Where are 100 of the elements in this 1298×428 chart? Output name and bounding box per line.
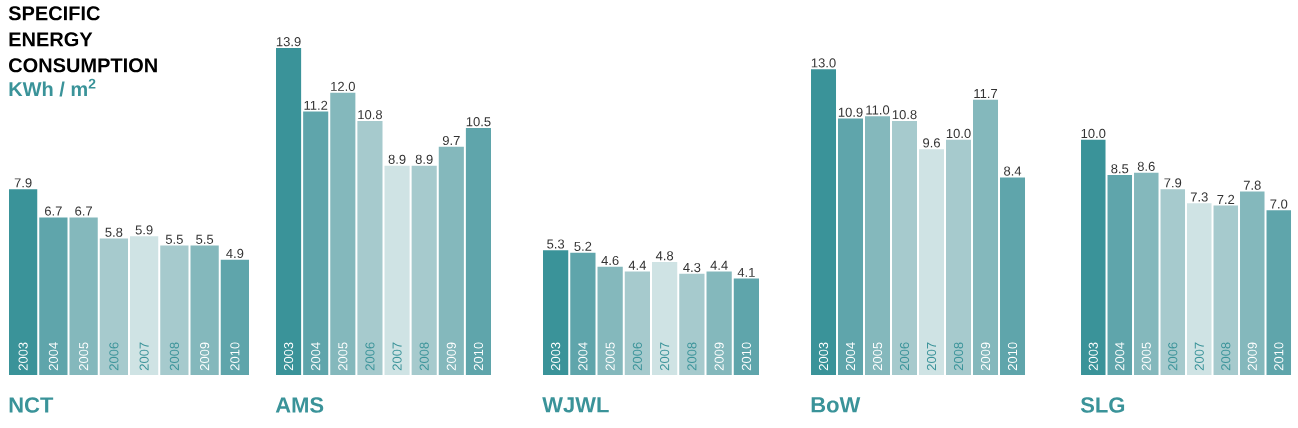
data-label: 7.3: [1190, 192, 1208, 202]
data-label: 4.8: [655, 251, 674, 261]
x-axis-title: WJWL: [542, 397, 609, 413]
x-axis-title: AMS: [275, 397, 324, 413]
x-tick-label: 2010: [230, 342, 240, 371]
bar: [357, 120, 383, 375]
data-label: 13.0: [811, 58, 836, 68]
x-tick-label: 2005: [872, 342, 883, 371]
bar: [276, 48, 302, 375]
x-tick-label: 2004: [845, 342, 856, 371]
x-tick-label: 2009: [1247, 342, 1257, 371]
bar: [624, 271, 650, 375]
data-label: 5.2: [574, 241, 592, 251]
x-tick-label: 2003: [18, 342, 28, 371]
x-tick-label: 2003: [818, 342, 829, 371]
x-tick-label: 2003: [551, 342, 561, 371]
bar: [303, 111, 329, 375]
bar: [384, 165, 410, 375]
x-tick-label: 2008: [1221, 342, 1231, 371]
chart-title: SPECIFIC ENERGY CONSUMPTION: [8, 6, 157, 73]
bar: [465, 127, 491, 375]
data-label: 4.4: [628, 260, 647, 270]
x-tick-label: 2007: [660, 342, 670, 371]
data-label: 10.0: [1081, 128, 1106, 139]
data-label: 5.3: [547, 239, 565, 249]
bar: [99, 238, 128, 375]
x-tick-label: 2009: [714, 342, 724, 371]
bar: [973, 99, 999, 375]
x-tick-label: 2006: [1168, 342, 1178, 371]
data-label: 8.9: [388, 154, 406, 164]
x-tick-label: 2005: [79, 342, 89, 371]
bar: [570, 252, 596, 375]
x-tick-label: 2008: [953, 342, 964, 371]
data-label: 9.6: [923, 138, 940, 148]
x-tick-label: 2003: [1088, 342, 1098, 371]
x-tick-label: 2004: [311, 342, 321, 371]
x-tick-label: 2004: [48, 342, 58, 371]
bar: [1134, 172, 1159, 375]
x-tick-label: 2006: [632, 342, 642, 371]
bar: [892, 120, 918, 375]
data-label: 8.4: [1004, 166, 1022, 176]
bar: [865, 116, 891, 375]
data-label: 8.6: [1137, 161, 1155, 171]
bar: [652, 262, 678, 375]
data-label: 13.9: [276, 37, 301, 47]
bar: [1213, 205, 1239, 375]
data-label: 6.7: [44, 206, 62, 216]
data-label: 6.7: [75, 206, 93, 216]
data-label: 12.0: [331, 81, 355, 91]
data-label: 5.9: [135, 225, 153, 235]
x-tick-label: 2007: [1194, 342, 1204, 371]
data-label: 10.9: [838, 107, 863, 117]
x-tick-label: 2010: [1274, 342, 1284, 371]
x-tick-label: 2004: [1115, 342, 1125, 371]
data-label: 4.9: [226, 248, 244, 259]
bar: [1160, 189, 1186, 375]
x-axis-title: SLG: [1080, 397, 1125, 413]
bar: [811, 69, 837, 375]
data-label: 10.8: [892, 110, 917, 120]
data-label: 7.9: [1164, 178, 1182, 188]
data-label: 10.8: [358, 110, 383, 120]
bar: [220, 259, 249, 375]
data-label: 5.5: [196, 234, 214, 244]
bar: [1187, 203, 1212, 375]
data-label: 5.8: [105, 227, 123, 237]
x-tick-label: 2010: [741, 342, 751, 371]
x-tick-label: 2007: [926, 342, 937, 371]
data-label: 8.9: [415, 154, 433, 164]
data-label: 7.2: [1217, 194, 1235, 204]
bar: [946, 139, 972, 375]
bar: [1240, 191, 1265, 375]
data-label: 7.8: [1243, 180, 1261, 190]
x-tick-label: 2007: [392, 342, 402, 371]
data-label: 7.9: [14, 178, 32, 188]
x-tick-label: 2005: [338, 342, 348, 371]
x-tick-label: 2010: [1007, 342, 1018, 371]
x-axis-title: NCT: [9, 397, 54, 413]
x-tick-label: 2010: [473, 342, 484, 371]
bar: [160, 245, 189, 375]
bar: [330, 92, 356, 375]
x-tick-label: 2009: [200, 342, 210, 371]
bar: [438, 146, 464, 375]
data-label: 4.3: [683, 262, 701, 273]
x-tick-label: 2008: [687, 342, 697, 371]
data-label: 4.1: [737, 267, 755, 277]
data-label: 11.0: [866, 105, 890, 115]
x-axis-title: BoW: [811, 397, 861, 413]
x-tick-label: 2007: [139, 342, 149, 371]
data-label: 4.6: [601, 255, 619, 266]
bar: [1107, 175, 1133, 375]
x-tick-label: 2004: [578, 342, 588, 371]
bar: [597, 266, 623, 375]
bar: [919, 149, 945, 375]
data-label: 11.7: [974, 89, 998, 99]
bar: [706, 271, 732, 375]
bar: [190, 245, 219, 375]
bar: [69, 217, 98, 375]
x-tick-label: 2006: [365, 342, 375, 371]
x-tick-label: 2005: [1141, 342, 1151, 371]
data-label: 8.5: [1111, 164, 1129, 174]
